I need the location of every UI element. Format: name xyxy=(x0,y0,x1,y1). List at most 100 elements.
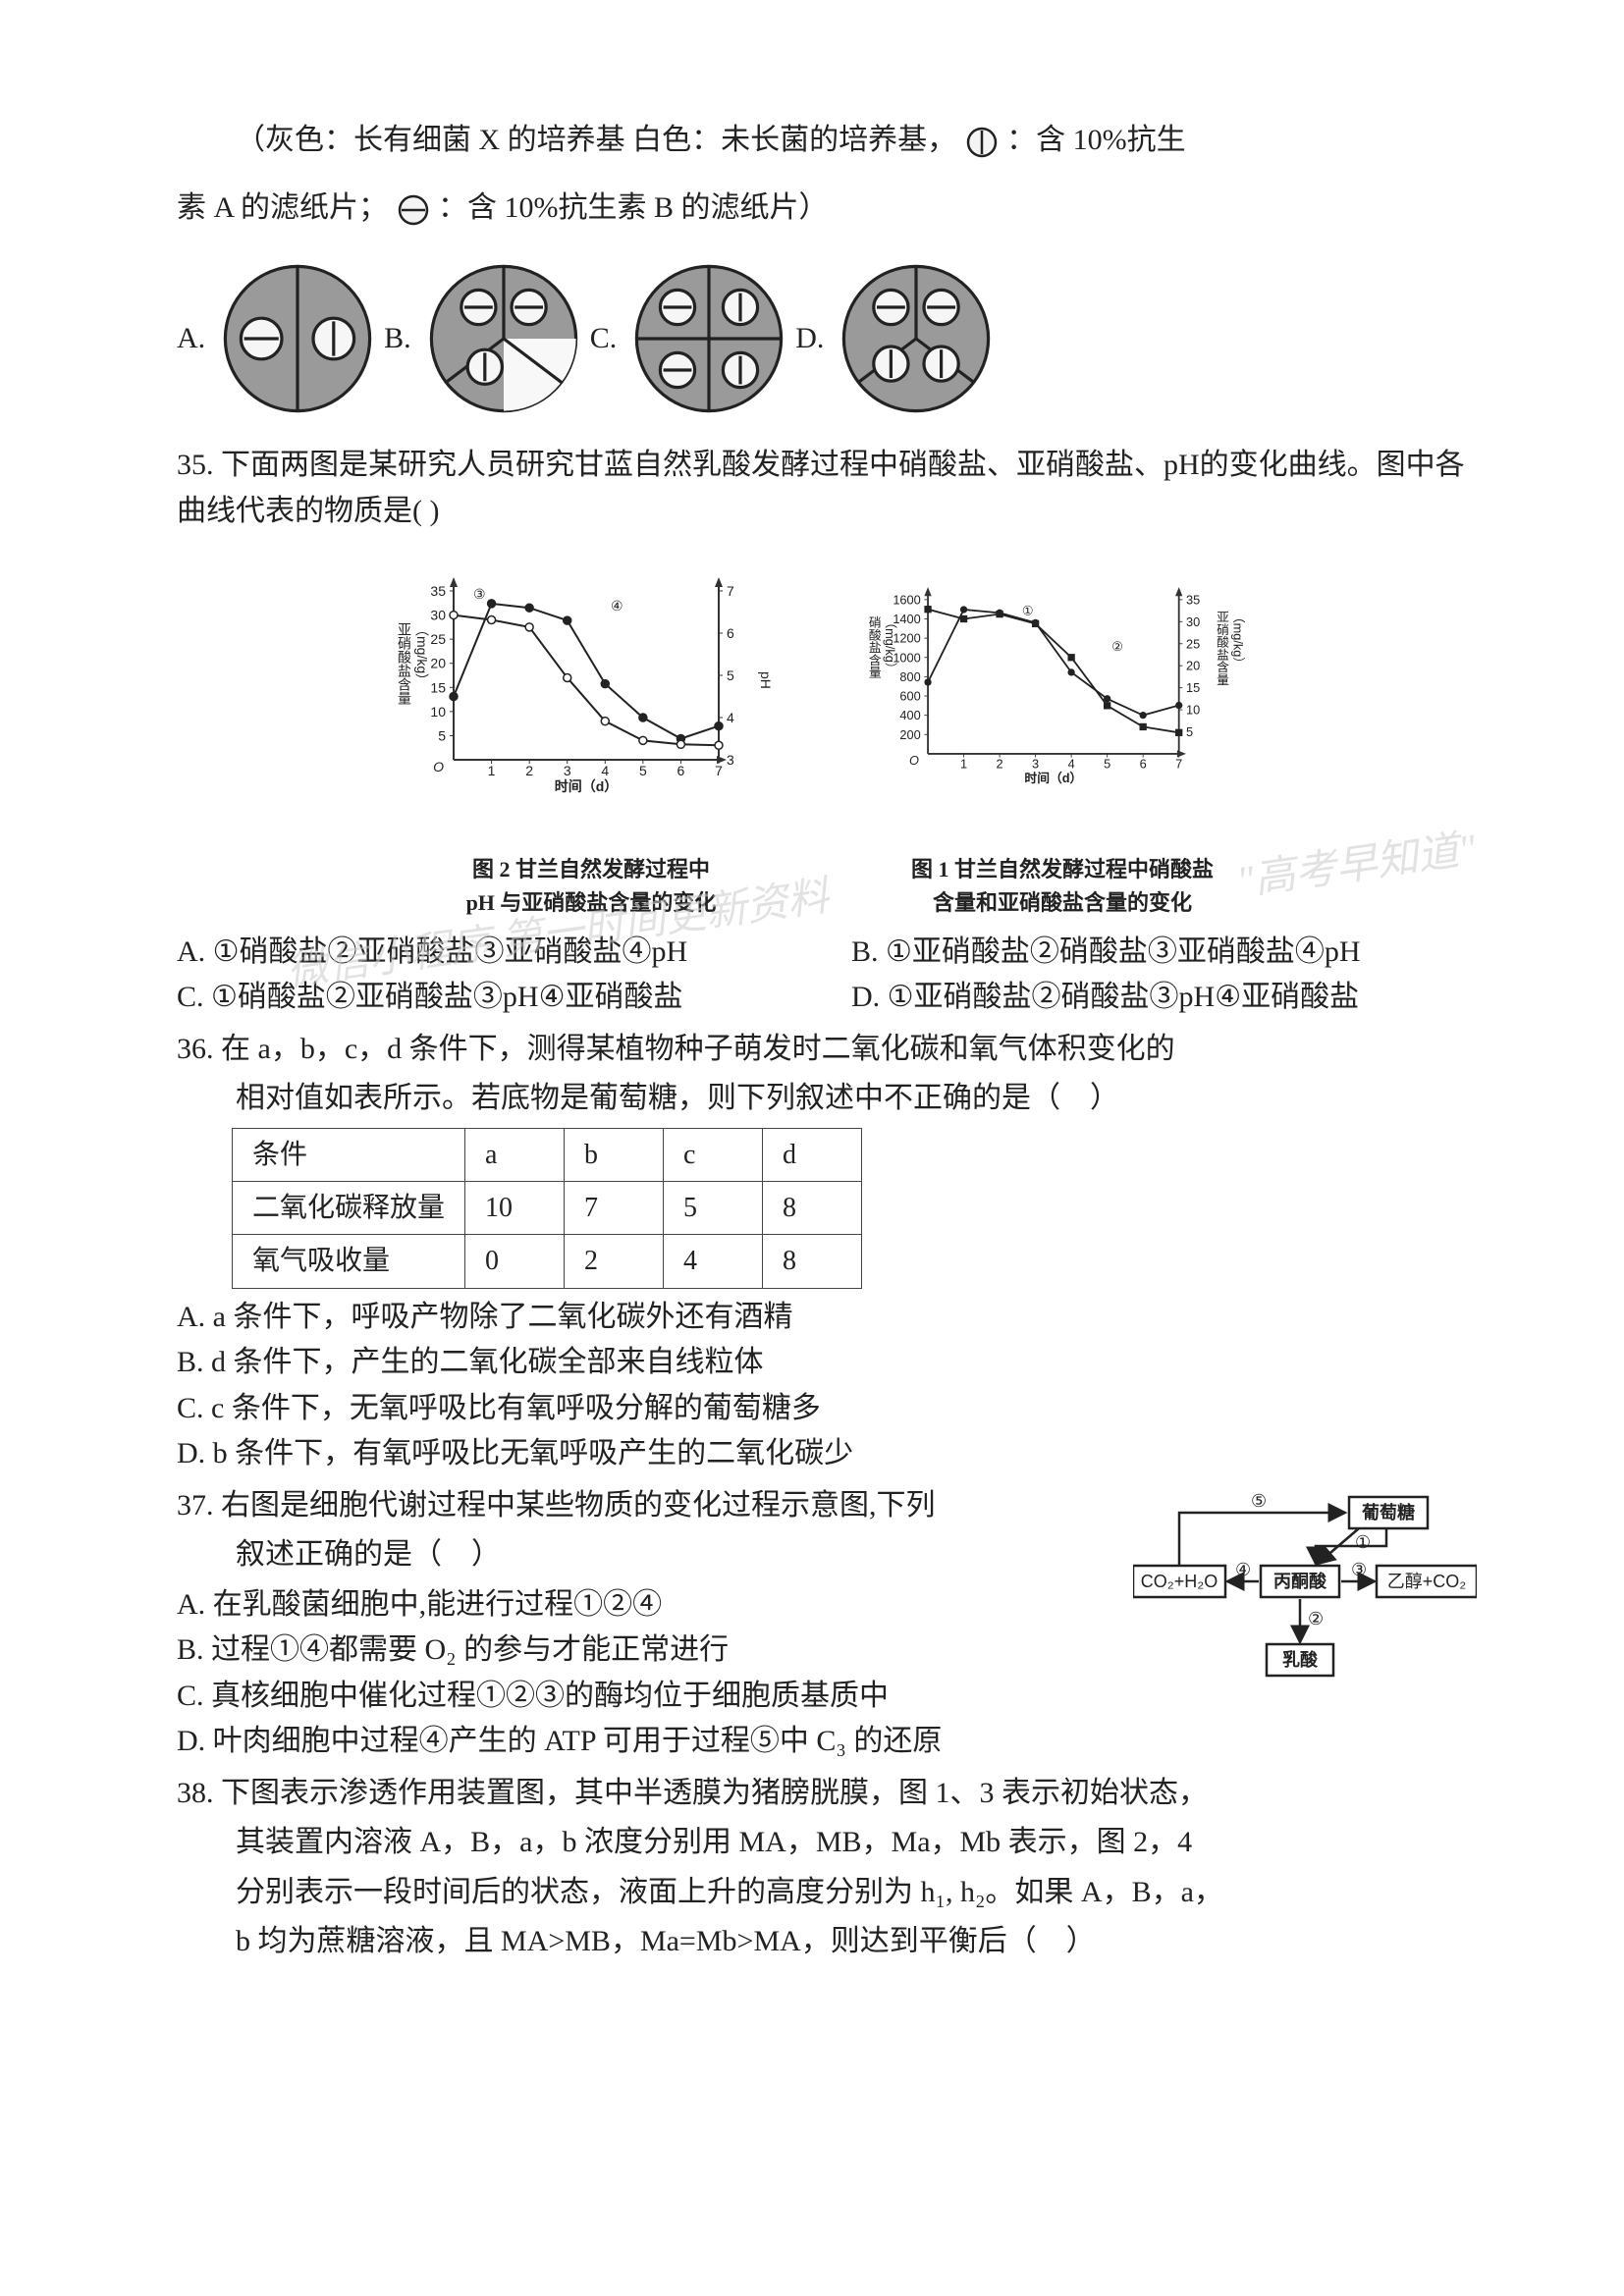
q37-diagram: 葡萄糖 丙酮酸 CO₂+H₂O 乙醇+CO₂ 乳酸 xyxy=(1133,1487,1477,1703)
q38: 38. 下图表示渗透作用装置图，其中半透膜为猪膀胱膜，图 1、3 表示初始状态，… xyxy=(177,1771,1477,1965)
svg-text:（mg/kg）: （mg/kg） xyxy=(1230,611,1245,669)
svg-text:400: 400 xyxy=(899,708,920,722)
svg-text:乳酸: 乳酸 xyxy=(1282,1649,1319,1670)
legend-line-2: 素 A 的滤纸片； ：含 10%抗生素 B 的滤纸片） xyxy=(177,186,1477,232)
svg-text:20: 20 xyxy=(1186,659,1200,673)
svg-text:丙酮酸: 丙酮酸 xyxy=(1273,1571,1327,1591)
q35-opt-d: D. ①亚硝酸盐②硝酸盐③pH④亚硝酸盐 xyxy=(851,975,1477,1021)
svg-text:4: 4 xyxy=(1068,757,1075,772)
q36-opt-a: A. a 条件下，呼吸产物除了二氧化碳外还有酒精 xyxy=(177,1295,1477,1341)
svg-text:25: 25 xyxy=(430,631,446,647)
q36-opt-d: D. b 条件下，有氧呼吸比无氧呼吸产生的二氧化碳少 xyxy=(177,1431,1477,1477)
svg-text:20: 20 xyxy=(430,656,446,671)
svg-text:35: 35 xyxy=(430,583,446,599)
table-row: 氧气吸收量0248 xyxy=(233,1235,862,1288)
dish-b-svg xyxy=(425,260,582,417)
q36-stem1: 在 a，b，c，d 条件下，测得某植物种子萌发时二氧化碳和氧气体积变化的 xyxy=(221,1033,1175,1065)
q36-num: 36. xyxy=(177,1033,214,1065)
svg-text:CO₂+H₂O: CO₂+H₂O xyxy=(1141,1572,1218,1591)
svg-text:3: 3 xyxy=(1032,757,1039,772)
q35-chart2: 5101520253035 34567 O 1234567 时间（d） xyxy=(385,544,797,838)
q36-stem-l1: 36. 在 a，b，c，d 条件下，测得某植物种子萌发时二氧化碳和氧气体积变化的 xyxy=(177,1027,1477,1073)
legend-text-1a: （灰色：长有细菌 X 的培养基 白色：未长菌的培养基， xyxy=(236,124,956,156)
svg-text:7: 7 xyxy=(1175,757,1182,772)
svg-text:6: 6 xyxy=(677,763,685,778)
dish-d-svg xyxy=(838,260,995,417)
q35-opt-a: A. ①硝酸盐②亚硝酸盐③亚硝酸盐④pH xyxy=(177,930,802,976)
svg-text:200: 200 xyxy=(899,727,920,742)
q35-stem-text: 下面两图是某研究人员研究甘蓝自然乳酸发酵过程中硝酸盐、亚硝酸盐、pH的变化曲线。… xyxy=(177,449,1465,527)
q37-opt-d: D. 叶肉细胞中过程④产生的 ATP 可用于过程⑤中 C₃ 的还原 xyxy=(177,1719,1477,1765)
svg-text:7: 7 xyxy=(715,763,723,778)
svg-text:3: 3 xyxy=(564,763,571,778)
svg-text:1: 1 xyxy=(488,763,496,778)
icon-disc-vertline xyxy=(964,125,1000,160)
q35-opt-c: C. ①硝酸盐②亚硝酸盐③pH④亚硝酸盐 xyxy=(177,975,802,1021)
svg-text:25: 25 xyxy=(1186,636,1200,651)
q36: 36. 在 a，b，c，d 条件下，测得某植物种子萌发时二氧化碳和氧气体积变化的… xyxy=(177,1027,1477,1477)
q37-stem1: 右图是细胞代谢过程中某些物质的变化过程示意图,下列 xyxy=(221,1489,936,1522)
svg-text:30: 30 xyxy=(1186,614,1200,629)
svg-text:⑤: ⑤ xyxy=(1251,1491,1267,1511)
svg-text:葡萄糖: 葡萄糖 xyxy=(1361,1502,1415,1522)
svg-text:5: 5 xyxy=(438,727,446,743)
legend-text-2b: ：含 10%抗生素 B 的滤纸片） xyxy=(438,191,829,224)
svg-text:5: 5 xyxy=(1186,724,1193,739)
q38-num: 38. xyxy=(177,1777,214,1809)
svg-text:1: 1 xyxy=(960,757,967,772)
q38-l2: 其装置内溶液 A，B，a，b 浓度分别用 MA，MB，Ma，Mb 表示，图 2，… xyxy=(177,1820,1477,1866)
q36-opt-b: B. d 条件下，产生的二氧化碳全部来自线粒体 xyxy=(177,1340,1477,1386)
q35: 35. 下面两图是某研究人员研究甘蓝自然乳酸发酵过程中硝酸盐、亚硝酸盐、pH的变… xyxy=(177,443,1477,1021)
q35-opt-b: B. ①亚硝酸盐②硝酸盐③亚硝酸盐④pH xyxy=(851,930,1477,976)
svg-text:2: 2 xyxy=(997,757,1003,772)
svg-text:5: 5 xyxy=(727,667,734,683)
svg-text:10: 10 xyxy=(430,704,446,720)
q34-options-row: A. B. xyxy=(177,260,1477,417)
svg-text:乙醇+CO₂: 乙醇+CO₂ xyxy=(1387,1572,1467,1591)
svg-text:5: 5 xyxy=(1104,757,1110,772)
q34-dish-c xyxy=(630,260,787,417)
q34-dish-b xyxy=(425,260,582,417)
svg-text:6: 6 xyxy=(727,625,734,641)
svg-text:①: ① xyxy=(1355,1532,1371,1552)
svg-text:亚硝酸盐含量: 亚硝酸盐含量 xyxy=(1215,611,1229,686)
q38-l4: b 均为蔗糖溶液，且 MA>MB，Ma=Mb>MA，则达到平衡后（ ） xyxy=(177,1919,1477,1965)
svg-text:亚硝酸盐含量: 亚硝酸盐含量 xyxy=(397,622,412,705)
svg-text:O: O xyxy=(433,759,444,774)
q36-opt-c: C. c 条件下，无氧呼吸比有氧呼吸分解的葡萄糖多 xyxy=(177,1386,1477,1432)
svg-text:④: ④ xyxy=(611,598,623,614)
q35-options-row1: A. ①硝酸盐②亚硝酸盐③亚硝酸盐④pH B. ①亚硝酸盐②硝酸盐③亚硝酸盐④p… xyxy=(177,930,1477,976)
legend-line-1: （灰色：长有细菌 X 的培养基 白色：未长菌的培养基， ：含 10%抗生 xyxy=(177,118,1477,164)
q36-stem-l2: 相对值如表所示。若底物是葡萄糖，则下列叙述中不正确的是（ ） xyxy=(177,1076,1477,1122)
icon-disc-horline xyxy=(396,192,431,228)
q37: 葡萄糖 丙酮酸 CO₂+H₂O 乙醇+CO₂ 乳酸 xyxy=(177,1483,1477,1765)
svg-text:1600: 1600 xyxy=(893,592,920,607)
q37-num: 37. xyxy=(177,1489,214,1522)
table-row: 条件abcd xyxy=(233,1128,862,1181)
q35-chart2-cap1: 图 2 甘兰自然发酵过程中 xyxy=(385,853,797,886)
dish-a-svg xyxy=(219,260,376,417)
legend-text-1b: ：含 10%抗生 xyxy=(1006,124,1186,156)
dish-c-svg xyxy=(630,260,787,417)
svg-text:6: 6 xyxy=(1140,757,1147,772)
q35-num: 35. xyxy=(177,449,214,481)
svg-text:4: 4 xyxy=(727,710,734,725)
q35-chart1: O 2004006008001000120014001600 510152025… xyxy=(856,544,1269,838)
table-row: 二氧化碳释放量10758 xyxy=(233,1182,862,1235)
q36-table: 条件abcd 二氧化碳释放量10758 氧气吸收量0248 xyxy=(232,1128,862,1289)
svg-text:②: ② xyxy=(1111,639,1122,654)
q38-l1: 38. 下图表示渗透作用装置图，其中半透膜为猪膀胱膜，图 1、3 表示初始状态， xyxy=(177,1771,1477,1817)
svg-text:4: 4 xyxy=(601,763,609,778)
svg-text:O: O xyxy=(909,753,919,768)
svg-text:（mg/kg）: （mg/kg） xyxy=(414,622,430,687)
svg-text:①: ① xyxy=(1022,603,1033,617)
svg-text:时间（d）: 时间（d） xyxy=(1024,771,1082,785)
q34-label-d: D. xyxy=(795,316,824,362)
svg-text:15: 15 xyxy=(1186,680,1200,695)
svg-text:pH: pH xyxy=(758,671,774,689)
svg-text:15: 15 xyxy=(430,679,446,695)
svg-text:3: 3 xyxy=(727,752,734,768)
q35-stem: 35. 下面两图是某研究人员研究甘蓝自然乳酸发酵过程中硝酸盐、亚硝酸盐、pH的变… xyxy=(177,443,1477,534)
q34-label-a: A. xyxy=(177,316,205,362)
svg-text:7: 7 xyxy=(727,583,734,599)
